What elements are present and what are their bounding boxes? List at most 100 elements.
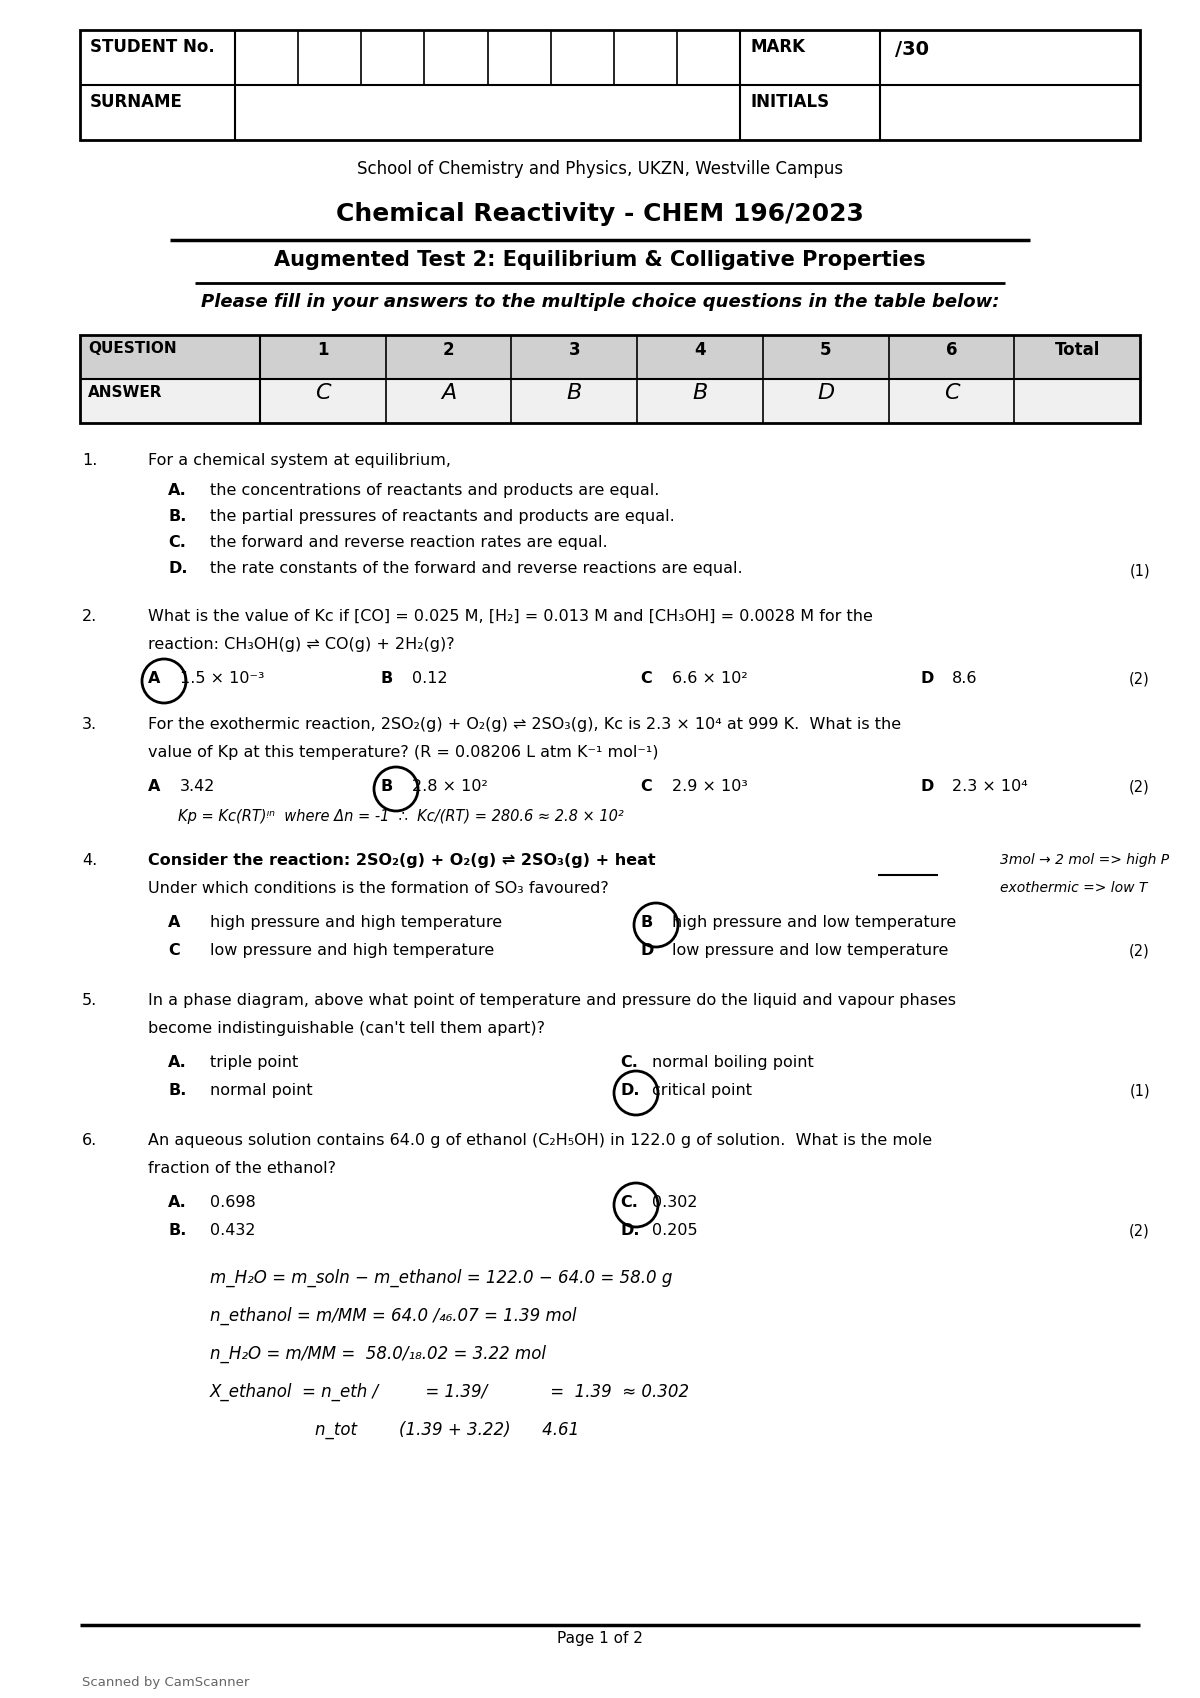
Text: fraction of the ethanol?: fraction of the ethanol? bbox=[148, 1161, 336, 1177]
Text: reaction: CH₃OH(g) ⇌ CO(g) + 2H₂(g)?: reaction: CH₃OH(g) ⇌ CO(g) + 2H₂(g)? bbox=[148, 637, 455, 652]
Text: D: D bbox=[817, 384, 834, 402]
Text: 3mol → 2 mol => high P: 3mol → 2 mol => high P bbox=[1000, 852, 1169, 868]
Text: A: A bbox=[148, 671, 161, 686]
Text: 1.5 × 10⁻³: 1.5 × 10⁻³ bbox=[180, 671, 264, 686]
Text: C: C bbox=[943, 384, 959, 402]
Text: C.: C. bbox=[620, 1195, 638, 1211]
Text: (2): (2) bbox=[1129, 942, 1150, 958]
Bar bbox=[80, 335, 1140, 423]
Text: Total: Total bbox=[1055, 341, 1100, 358]
Text: D: D bbox=[640, 942, 653, 958]
Text: C: C bbox=[640, 779, 652, 795]
Text: B: B bbox=[692, 384, 708, 402]
Text: B: B bbox=[380, 779, 392, 795]
Text: Kp = Kc(RT)ᵎⁿ  where Δn = -1  ∴  Kc/(RT) = 280.6 ≈ 2.8 × 10²: Kp = Kc(RT)ᵎⁿ where Δn = -1 ∴ Kc/(RT) = … bbox=[178, 808, 624, 824]
Text: 5: 5 bbox=[820, 341, 832, 358]
Text: m_H₂O = m_soln − m_ethanol = 122.0 − 64.0 = 58.0 g: m_H₂O = m_soln − m_ethanol = 122.0 − 64.… bbox=[210, 1268, 672, 1287]
Text: What is the value of Kc if [CO] = 0.025 M, [H₂] = 0.013 M and [CH₃OH] = 0.0028 M: What is the value of Kc if [CO] = 0.025 … bbox=[148, 610, 872, 623]
Text: ANSWER: ANSWER bbox=[88, 385, 162, 401]
Text: high pressure and high temperature: high pressure and high temperature bbox=[210, 915, 502, 931]
Text: Augmented Test 2: Equilibrium & Colligative Properties: Augmented Test 2: Equilibrium & Colligat… bbox=[274, 250, 926, 270]
Text: 3.: 3. bbox=[82, 717, 97, 732]
Text: A.: A. bbox=[168, 482, 187, 498]
Text: C: C bbox=[640, 671, 652, 686]
Text: A: A bbox=[440, 384, 456, 402]
Text: B: B bbox=[566, 384, 582, 402]
Text: 6: 6 bbox=[946, 341, 958, 358]
Text: In a phase diagram, above what point of temperature and pressure do the liquid a: In a phase diagram, above what point of … bbox=[148, 993, 956, 1009]
Text: n_tot        (1.39 + 3.22)      4.61: n_tot (1.39 + 3.22) 4.61 bbox=[210, 1421, 580, 1440]
Text: A.: A. bbox=[168, 1195, 187, 1211]
Text: value of Kp at this temperature? (R = 0.08206 L atm K⁻¹ mol⁻¹): value of Kp at this temperature? (R = 0.… bbox=[148, 745, 659, 761]
Text: School of Chemistry and Physics, UKZN, Westville Campus: School of Chemistry and Physics, UKZN, W… bbox=[356, 160, 844, 178]
Text: 1: 1 bbox=[317, 341, 329, 358]
Text: C.: C. bbox=[168, 535, 186, 550]
Text: /30: /30 bbox=[895, 41, 929, 59]
Text: Under which conditions is the formation of SO₃ favoured?: Under which conditions is the formation … bbox=[148, 881, 608, 897]
Text: SURNAME: SURNAME bbox=[90, 93, 182, 110]
Text: Chemical Reactivity - CHEM 196/2023: Chemical Reactivity - CHEM 196/2023 bbox=[336, 202, 864, 226]
Text: INITIALS: INITIALS bbox=[750, 93, 829, 110]
Text: 8.6: 8.6 bbox=[952, 671, 978, 686]
Text: QUESTION: QUESTION bbox=[88, 341, 176, 357]
Text: C: C bbox=[168, 942, 180, 958]
Text: C.: C. bbox=[620, 1054, 638, 1070]
Text: normal point: normal point bbox=[210, 1083, 313, 1099]
Text: triple point: triple point bbox=[210, 1054, 299, 1070]
Text: Please fill in your answers to the multiple choice questions in the table below:: Please fill in your answers to the multi… bbox=[200, 294, 1000, 311]
Text: Page 1 of 2: Page 1 of 2 bbox=[557, 1632, 643, 1645]
Text: B.: B. bbox=[168, 1223, 186, 1238]
Text: A.: A. bbox=[168, 1054, 187, 1070]
Bar bbox=[80, 379, 1140, 423]
Text: 2.: 2. bbox=[82, 610, 97, 623]
Text: (1): (1) bbox=[1129, 1083, 1150, 1099]
Text: the forward and reverse reaction rates are equal.: the forward and reverse reaction rates a… bbox=[210, 535, 607, 550]
Text: (2): (2) bbox=[1129, 671, 1150, 686]
Text: B.: B. bbox=[168, 1083, 186, 1099]
Text: 3.42: 3.42 bbox=[180, 779, 215, 795]
Text: 0.12: 0.12 bbox=[412, 671, 448, 686]
Text: 0.698: 0.698 bbox=[210, 1195, 256, 1211]
Text: 2: 2 bbox=[443, 341, 455, 358]
Bar bbox=[80, 31, 1140, 139]
Text: D.: D. bbox=[168, 560, 187, 576]
Text: 3: 3 bbox=[569, 341, 580, 358]
Text: D.: D. bbox=[620, 1083, 640, 1099]
Text: 2.3 × 10⁴: 2.3 × 10⁴ bbox=[952, 779, 1027, 795]
Text: B: B bbox=[640, 915, 653, 931]
Text: 6.6 × 10²: 6.6 × 10² bbox=[672, 671, 748, 686]
Text: the concentrations of reactants and products are equal.: the concentrations of reactants and prod… bbox=[210, 482, 659, 498]
Text: B: B bbox=[380, 671, 392, 686]
Text: 1.: 1. bbox=[82, 453, 97, 469]
Text: normal boiling point: normal boiling point bbox=[652, 1054, 814, 1070]
Text: A: A bbox=[168, 915, 180, 931]
Text: A: A bbox=[148, 779, 161, 795]
Text: X_ethanol  = n_eth /         = 1.39/            =  1.39  ≈ 0.302: X_ethanol = n_eth / = 1.39/ = 1.39 ≈ 0.3… bbox=[210, 1382, 690, 1401]
Text: exothermic => low T: exothermic => low T bbox=[1000, 881, 1147, 895]
Text: low pressure and high temperature: low pressure and high temperature bbox=[210, 942, 494, 958]
Text: C: C bbox=[316, 384, 331, 402]
Text: 4: 4 bbox=[694, 341, 706, 358]
Text: MARK: MARK bbox=[750, 37, 805, 56]
Text: Consider the reaction: 2SO₂(g) + O₂(g) ⇌ 2SO₃(g) + heat: Consider the reaction: 2SO₂(g) + O₂(g) ⇌… bbox=[148, 852, 655, 868]
Text: 4.: 4. bbox=[82, 852, 97, 868]
Text: (2): (2) bbox=[1129, 779, 1150, 795]
Text: D: D bbox=[920, 779, 934, 795]
Text: 0.205: 0.205 bbox=[652, 1223, 697, 1238]
Text: B.: B. bbox=[168, 509, 186, 525]
Text: the partial pressures of reactants and products are equal.: the partial pressures of reactants and p… bbox=[210, 509, 674, 525]
Text: (1): (1) bbox=[1129, 564, 1150, 577]
Text: For the exothermic reaction, 2SO₂(g) + O₂(g) ⇌ 2SO₃(g), Kc is 2.3 × 10⁴ at 999 K: For the exothermic reaction, 2SO₂(g) + O… bbox=[148, 717, 901, 732]
Text: D: D bbox=[920, 671, 934, 686]
Text: D.: D. bbox=[620, 1223, 640, 1238]
Text: 0.302: 0.302 bbox=[652, 1195, 697, 1211]
Text: STUDENT No.: STUDENT No. bbox=[90, 37, 215, 56]
Text: 5.: 5. bbox=[82, 993, 97, 1009]
Text: 6.: 6. bbox=[82, 1133, 97, 1148]
Text: (2): (2) bbox=[1129, 1223, 1150, 1238]
Text: become indistinguishable (can't tell them apart)?: become indistinguishable (can't tell the… bbox=[148, 1020, 545, 1036]
Text: low pressure and low temperature: low pressure and low temperature bbox=[672, 942, 948, 958]
Text: 0.432: 0.432 bbox=[210, 1223, 256, 1238]
Text: For a chemical system at equilibrium,: For a chemical system at equilibrium, bbox=[148, 453, 451, 469]
Text: 2.8 × 10²: 2.8 × 10² bbox=[412, 779, 487, 795]
